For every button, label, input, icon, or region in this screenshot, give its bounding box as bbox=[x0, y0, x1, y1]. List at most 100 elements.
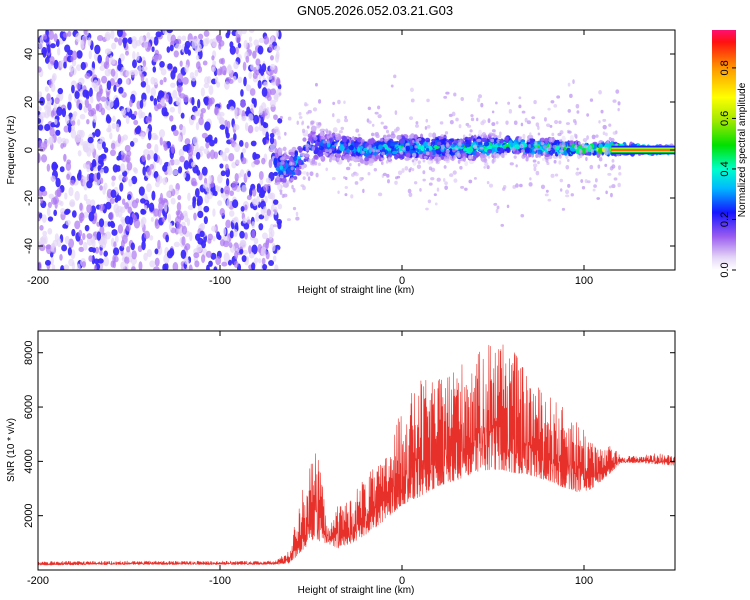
noise-cell bbox=[263, 35, 270, 45]
noise-cell bbox=[62, 223, 68, 229]
noise-cell bbox=[219, 124, 226, 130]
halo-cell bbox=[278, 92, 282, 96]
halo-cell bbox=[324, 149, 329, 153]
halo-cell bbox=[455, 117, 459, 122]
noise-cell bbox=[165, 191, 172, 198]
noise-cell bbox=[134, 126, 141, 135]
halo-cell bbox=[301, 120, 305, 125]
noise-cell bbox=[51, 161, 58, 172]
halo-cell bbox=[315, 172, 319, 178]
noise-cell bbox=[47, 43, 51, 54]
signal-cell bbox=[302, 171, 308, 175]
halo-cell bbox=[344, 185, 348, 189]
noise-cell bbox=[275, 78, 281, 87]
noise-cell bbox=[252, 198, 258, 207]
signal-cell bbox=[277, 184, 281, 191]
signal-cell bbox=[505, 146, 510, 153]
halo-cell bbox=[399, 150, 404, 155]
noise-cell bbox=[84, 72, 91, 79]
spectrogram-x-tick-label: -200 bbox=[27, 275, 49, 287]
halo-cell bbox=[407, 188, 412, 194]
halo-cell bbox=[468, 179, 473, 184]
signal-cell bbox=[338, 130, 343, 134]
noise-cell bbox=[251, 97, 256, 104]
noise-cell bbox=[257, 79, 262, 89]
noise-cell bbox=[258, 223, 264, 231]
noise-cell bbox=[126, 106, 131, 113]
noise-cell bbox=[242, 217, 248, 224]
noise-cell bbox=[113, 241, 117, 248]
halo-cell bbox=[602, 118, 607, 122]
noise-cell bbox=[133, 167, 139, 174]
noise-cell bbox=[126, 161, 133, 171]
halo-cell bbox=[496, 205, 500, 210]
halo-cell bbox=[454, 152, 458, 157]
halo-cell bbox=[453, 154, 457, 160]
noise-cell bbox=[251, 262, 256, 270]
noise-cell bbox=[80, 61, 86, 71]
noise-cell bbox=[269, 142, 276, 151]
halo-cell bbox=[337, 99, 341, 105]
halo-cell bbox=[554, 173, 559, 177]
noise-cell bbox=[262, 206, 268, 214]
noise-cell bbox=[195, 122, 200, 131]
halo-cell bbox=[495, 101, 498, 105]
halo-cell bbox=[458, 124, 462, 129]
noise-cell bbox=[97, 54, 102, 64]
noise-cell bbox=[93, 166, 98, 172]
halo-cell bbox=[548, 137, 553, 143]
noise-cell bbox=[112, 115, 116, 123]
noise-cell bbox=[160, 68, 167, 76]
halo-cell bbox=[460, 96, 464, 102]
noise-cell bbox=[191, 97, 195, 106]
noise-cell bbox=[235, 46, 239, 55]
signal-cell bbox=[399, 138, 405, 144]
halo-cell bbox=[520, 213, 525, 218]
noise-cell bbox=[159, 90, 165, 97]
noise-cell bbox=[97, 165, 102, 171]
signal-cell bbox=[279, 165, 284, 170]
noise-cell bbox=[77, 150, 82, 157]
signal-cell bbox=[442, 138, 447, 142]
noise-cell bbox=[269, 192, 276, 200]
noise-cell bbox=[49, 43, 56, 49]
noise-cell bbox=[82, 233, 86, 241]
noise-cell bbox=[147, 130, 152, 141]
noise-cell bbox=[70, 55, 74, 63]
noise-cell bbox=[243, 39, 248, 49]
halo-cell bbox=[515, 164, 518, 168]
signal-cell bbox=[487, 145, 493, 150]
noise-cell bbox=[50, 175, 56, 182]
noise-cell bbox=[121, 198, 126, 205]
signal-cell bbox=[499, 147, 504, 154]
noise-cell bbox=[101, 75, 108, 84]
noise-cell bbox=[168, 222, 173, 231]
noise-cell bbox=[263, 184, 269, 192]
noise-cell bbox=[114, 196, 119, 203]
noise-cell bbox=[51, 75, 56, 84]
noise-cell bbox=[191, 76, 197, 82]
signal-cell bbox=[390, 142, 395, 147]
halo-cell bbox=[393, 74, 397, 79]
noise-cell bbox=[234, 221, 239, 231]
noise-cell bbox=[203, 83, 210, 89]
halo-cell bbox=[457, 142, 462, 147]
noise-cell bbox=[192, 115, 196, 121]
noise-cell bbox=[197, 43, 202, 52]
halo-cell bbox=[414, 145, 418, 149]
noise-cell bbox=[88, 255, 93, 262]
halo-cell bbox=[312, 107, 318, 112]
noise-cell bbox=[206, 264, 210, 270]
noise-cell bbox=[99, 177, 104, 184]
noise-cell bbox=[109, 149, 116, 157]
noise-cell bbox=[106, 91, 110, 101]
halo-cell bbox=[595, 134, 599, 138]
noise-cell bbox=[95, 104, 100, 112]
noise-cell bbox=[184, 243, 191, 251]
halo-cell bbox=[308, 145, 312, 149]
noise-cell bbox=[103, 250, 108, 257]
halo-cell bbox=[567, 159, 570, 163]
halo-cell bbox=[490, 138, 495, 143]
noise-cell bbox=[242, 147, 247, 154]
halo-cell bbox=[574, 145, 578, 150]
